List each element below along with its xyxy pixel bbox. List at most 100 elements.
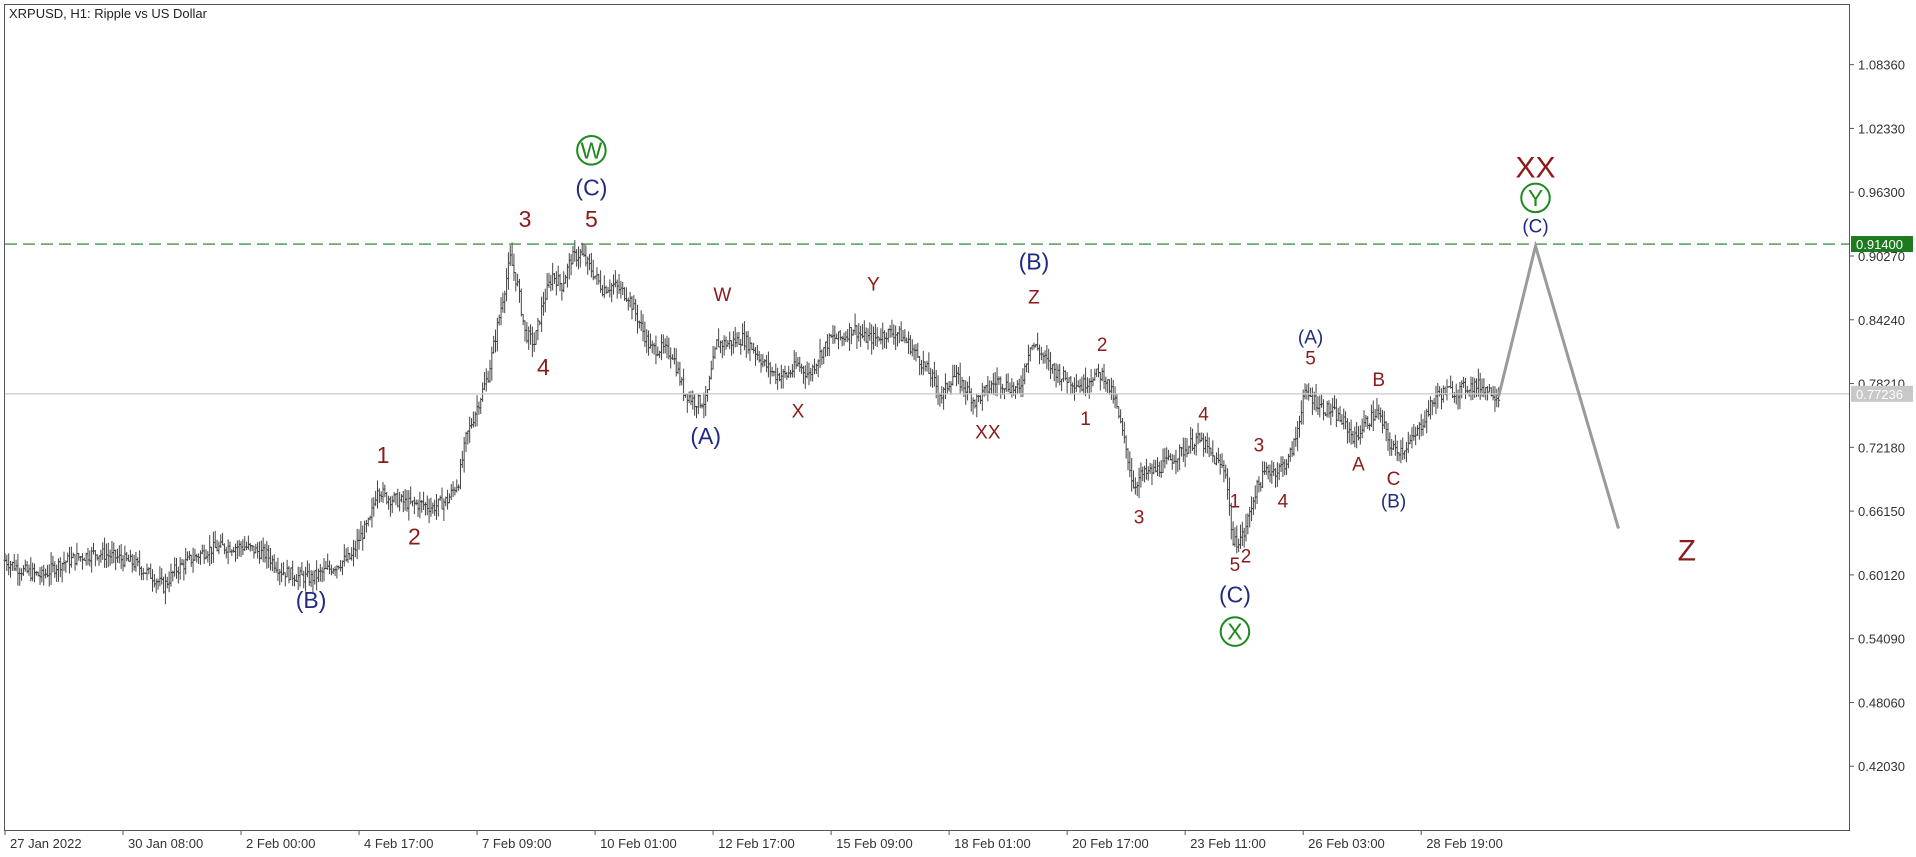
wave-label: 4 (537, 354, 550, 380)
wave-label-text: (B) (1381, 491, 1406, 512)
wave-label-text: XX (975, 423, 1001, 444)
x-axis: 27 Jan 2022 30 Jan 08:00 2 Feb 00:00 4 Feb … (4, 830, 1849, 851)
wave-label: (C) (1522, 216, 1548, 237)
wave-label-text: 1 (1230, 491, 1241, 512)
y-tick-label: 0.60120 (1858, 568, 1905, 583)
y-tick: 0.72180 (1849, 440, 1905, 455)
y-tick-label: 1.02330 (1858, 121, 1905, 136)
y-tick-label: 0.48060 (1858, 695, 1905, 710)
y-tick-label: 0.72180 (1858, 440, 1905, 455)
wave-label-text: (A) (1298, 327, 1323, 348)
wave-label: W (576, 135, 607, 166)
x-tick: 10 Feb 01:00 (594, 830, 677, 851)
wave-label-text: 5 (1230, 555, 1241, 576)
x-tick-label: 26 Feb 03:00 (1308, 836, 1385, 851)
wave-label-text: 1 (377, 442, 390, 468)
wave-label-text: C (1387, 469, 1401, 490)
level-price-tag: 0.91400 (1851, 236, 1913, 253)
price-bars (3, 240, 1501, 605)
wave-label: (C) (1219, 582, 1251, 608)
wave-label: 5 (585, 206, 598, 232)
current-price-label: 0.77236 (1856, 387, 1903, 402)
wave-label-text: W (581, 137, 603, 163)
x-tick-label: 10 Feb 01:00 (600, 836, 677, 851)
wave-label: 1 (377, 442, 390, 468)
y-tick: 0.90270 (1849, 249, 1905, 264)
wave-label: Y (867, 275, 880, 296)
x-tick-label: 12 Feb 17:00 (718, 836, 795, 851)
wave-label: 2 (1241, 546, 1252, 567)
y-tick: 0.66150 (1849, 504, 1905, 519)
wave-label-text: 4 (1198, 405, 1209, 426)
wave-label: W (713, 285, 731, 306)
x-tick: 12 Feb 17:00 (712, 830, 795, 851)
wave-label-text: B (1372, 370, 1385, 391)
y-tick: 0.96300 (1849, 185, 1905, 200)
wave-label-text: 3 (1254, 435, 1265, 456)
wave-label-text: 2 (408, 523, 421, 549)
wave-label-text: (B) (296, 587, 327, 613)
wave-label-text: Y (867, 275, 880, 296)
x-tick: 15 Feb 09:00 (830, 830, 913, 851)
wave-label-text: 1 (1080, 409, 1091, 430)
wave-label: C (1387, 469, 1401, 490)
wave-label: Z (1028, 287, 1040, 308)
circle-icon (1520, 182, 1551, 214)
wave-label: 4 (1278, 491, 1289, 512)
x-tick: 27 Jan 2022 (4, 830, 82, 851)
level-price-label: 0.91400 (1856, 237, 1903, 252)
wave-label-text: X (1227, 619, 1242, 645)
x-tick: 28 Feb 19:00 (1420, 830, 1503, 851)
x-tick: 2 Feb 00:00 (240, 830, 315, 851)
wave-label-text: (B) (1019, 248, 1050, 274)
y-tick: 0.60120 (1849, 568, 1905, 583)
wave-label-text: (C) (1522, 216, 1548, 237)
wave-label: (B) (1019, 248, 1050, 274)
wave-label: B (1372, 370, 1385, 391)
wave-label: 3 (1134, 507, 1145, 528)
y-tick-label: 0.84240 (1858, 313, 1905, 328)
wave-label: 1 (1080, 409, 1091, 430)
wave-label: 1 (1230, 491, 1241, 512)
y-tick-label: 0.42030 (1858, 759, 1905, 774)
wave-label: (A) (690, 423, 721, 449)
wave-label-text: 4 (1278, 491, 1289, 512)
y-tick-label: 0.66150 (1858, 504, 1905, 519)
wave-label-text: 5 (1305, 349, 1316, 370)
wave-label: 5 (1230, 555, 1241, 576)
wave-label: 2 (408, 523, 421, 549)
x-tick-label: 28 Feb 19:00 (1426, 836, 1503, 851)
wave-label: Y (1520, 182, 1551, 214)
x-tick-label: 30 Jan 08:00 (128, 836, 203, 851)
circle-icon (576, 135, 607, 166)
x-tick: 4 Feb 17:00 (358, 830, 433, 851)
y-tick: 1.08360 (1849, 58, 1905, 73)
x-tick: 7 Feb 09:00 (476, 830, 551, 851)
x-tick-label: 18 Feb 01:00 (954, 836, 1031, 851)
wave-label: X (792, 402, 805, 423)
wave-label: 4 (1198, 405, 1209, 426)
wave-label-text: 3 (519, 206, 532, 232)
y-tick: 0.42030 (1849, 759, 1905, 774)
wave-label-text: (A) (690, 423, 721, 449)
x-tick-label: 15 Feb 09:00 (836, 836, 913, 851)
x-tick: 30 Jan 08:00 (122, 830, 203, 851)
circle-icon (1219, 616, 1251, 647)
y-tick: 1.02330 (1849, 121, 1905, 136)
wave-label: A (1352, 454, 1365, 475)
wave-label-text: XX (1516, 151, 1556, 184)
wave-label: 2 (1097, 335, 1108, 356)
y-tick-label: 1.08360 (1858, 58, 1905, 73)
wave-label-text: Z (1028, 287, 1040, 308)
wave-label: (B) (296, 587, 327, 613)
x-tick-label: 7 Feb 09:00 (482, 836, 551, 851)
x-tick-label: 27 Jan 2022 (10, 836, 82, 851)
x-tick: 20 Feb 17:00 (1066, 830, 1149, 851)
y-tick: 0.54090 (1849, 632, 1905, 647)
wave-label-text: X (792, 402, 805, 423)
wave-label: XX (1516, 151, 1556, 184)
